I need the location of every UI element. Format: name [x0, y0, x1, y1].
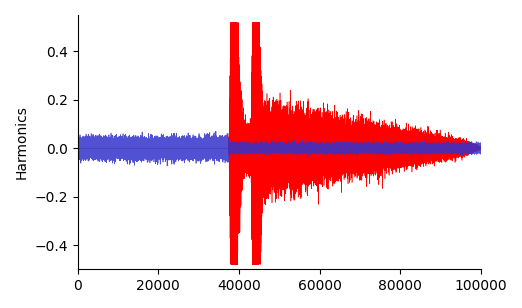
Y-axis label: Harmonics: Harmonics — [15, 105, 29, 179]
